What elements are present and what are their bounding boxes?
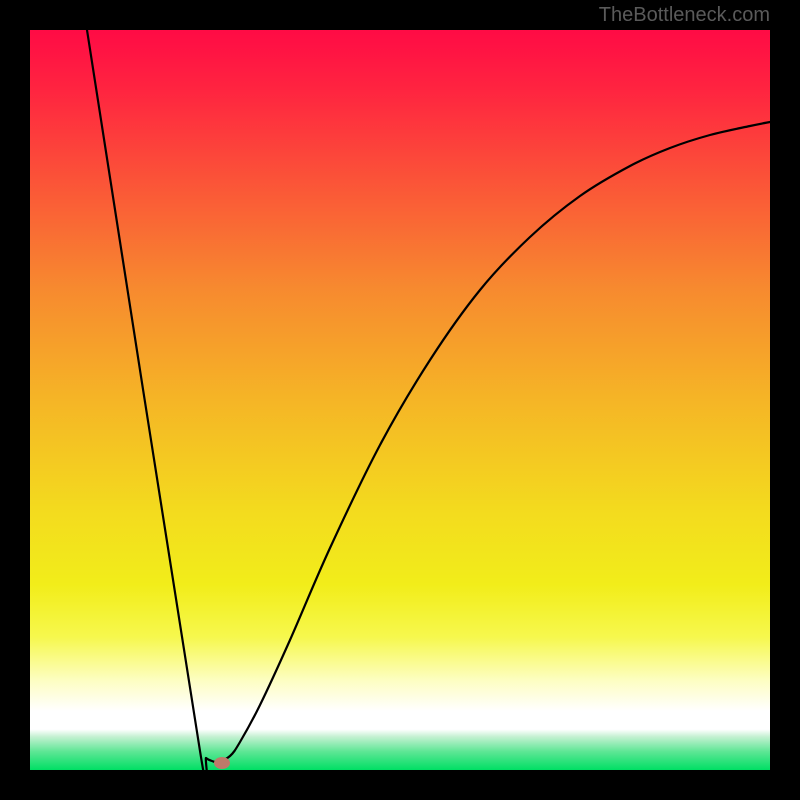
optimum-marker xyxy=(214,757,230,769)
bottleneck-curve xyxy=(87,30,770,800)
watermark-text: TheBottleneck.com xyxy=(599,4,770,27)
chart-outer: TheBottleneck.com xyxy=(0,0,800,800)
plot-area xyxy=(30,30,770,770)
curve-layer xyxy=(30,30,770,770)
